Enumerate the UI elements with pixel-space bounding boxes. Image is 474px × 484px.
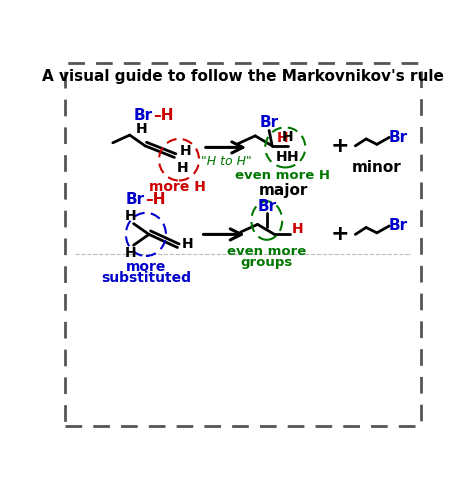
Text: major: major bbox=[258, 183, 308, 198]
Text: –H: –H bbox=[145, 192, 165, 207]
Text: even more H: even more H bbox=[236, 168, 330, 182]
Text: more H: more H bbox=[149, 180, 206, 194]
Text: H: H bbox=[292, 222, 303, 236]
Text: Br: Br bbox=[134, 107, 153, 122]
Text: H: H bbox=[136, 122, 148, 136]
Text: substituted: substituted bbox=[101, 271, 191, 285]
Text: Br: Br bbox=[389, 130, 408, 145]
Text: H: H bbox=[125, 246, 137, 260]
Text: +: + bbox=[331, 225, 349, 244]
Text: minor: minor bbox=[352, 160, 402, 175]
Text: Br: Br bbox=[389, 218, 408, 233]
Text: Br: Br bbox=[257, 199, 276, 214]
Text: H: H bbox=[125, 209, 137, 223]
Text: A visual guide to follow the Markovnikov's rule: A visual guide to follow the Markovnikov… bbox=[42, 69, 444, 84]
Text: "H to H": "H to H" bbox=[201, 155, 251, 168]
Text: H: H bbox=[182, 237, 193, 251]
Text: H: H bbox=[277, 131, 289, 145]
Text: H: H bbox=[275, 150, 287, 164]
Text: Br: Br bbox=[126, 192, 145, 207]
Text: H: H bbox=[286, 150, 298, 164]
Text: +: + bbox=[331, 136, 349, 156]
Text: Br: Br bbox=[260, 115, 279, 130]
Text: –H: –H bbox=[153, 107, 173, 122]
Text: groups: groups bbox=[241, 256, 293, 269]
Text: H: H bbox=[176, 161, 188, 175]
Text: even more: even more bbox=[227, 245, 306, 258]
Text: H: H bbox=[179, 144, 191, 158]
Text: H: H bbox=[282, 130, 293, 144]
Text: more: more bbox=[126, 260, 166, 274]
